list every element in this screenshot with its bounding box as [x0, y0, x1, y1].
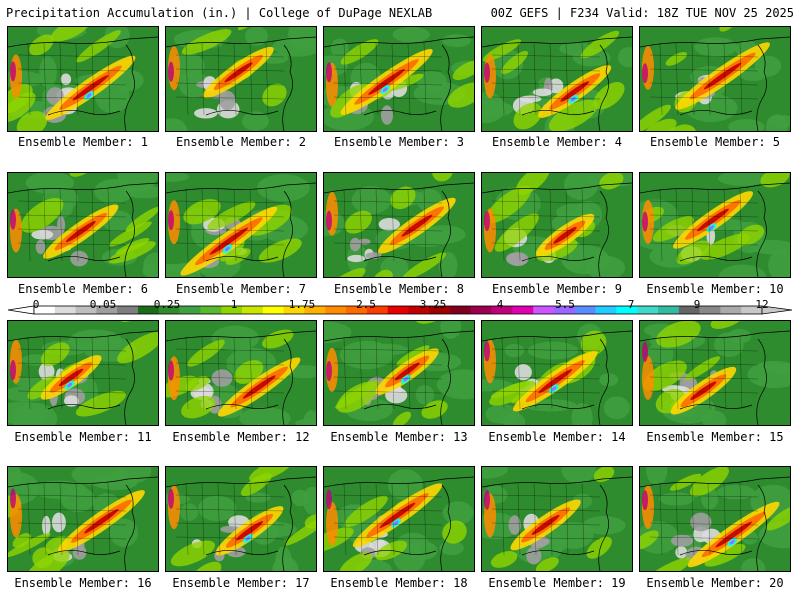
ensemble-member-caption: Ensemble Member: 2 [175, 135, 307, 149]
colorbar-swatch [699, 306, 721, 314]
colorbar-swatch [720, 306, 742, 314]
colorbar-tick-label: 1 [230, 298, 238, 311]
colorbar-swatch [678, 306, 700, 314]
ensemble-member-map [7, 320, 159, 426]
colorbar-swatch [741, 306, 763, 314]
ensemble-member-map [165, 172, 317, 278]
colorbar-tick-label: 0 [32, 298, 40, 311]
ensemble-member-caption: Ensemble Member: 1 [17, 135, 149, 149]
ensemble-member-map [323, 172, 475, 278]
colorbar-swatch [262, 306, 284, 314]
colorbar-tick-label: 7 [627, 298, 635, 311]
ensemble-member-caption: Ensemble Member: 8 [333, 282, 465, 296]
ensemble-member-caption: Ensemble Member: 9 [491, 282, 623, 296]
ensemble-member-caption: Ensemble Member: 17 [172, 576, 310, 590]
ensemble-member-map [165, 320, 317, 426]
colorbar-tick-label: 0.05 [89, 298, 117, 311]
colorbar-swatch [179, 306, 201, 314]
colorbar-swatch [408, 306, 430, 314]
colorbar-max-arrow [761, 305, 793, 315]
ensemble-member-map [639, 26, 791, 132]
colorbar-swatch [304, 306, 326, 314]
colorbar-swatch [75, 306, 97, 314]
ensemble-member-map [481, 172, 633, 278]
colorbar-swatch [512, 306, 534, 314]
colorbar-swatch [470, 306, 492, 314]
ensemble-member-caption: Ensemble Member: 6 [17, 282, 149, 296]
ensemble-member-caption: Ensemble Member: 12 [172, 430, 310, 444]
colorbar-tick-label: 9 [693, 298, 701, 311]
colorbar-swatch [387, 306, 409, 314]
ensemble-member-caption: Ensemble Member: 14 [488, 430, 626, 444]
ensemble-member-map [481, 466, 633, 572]
colorbar-swatch [158, 306, 180, 314]
colorbar-swatch [533, 306, 555, 314]
ensemble-member-map [639, 466, 791, 572]
colorbar-swatch [450, 306, 472, 314]
colorbar-swatch [554, 306, 576, 314]
colorbar-swatch [637, 306, 659, 314]
colorbar-swatch [34, 306, 56, 314]
colorbar-swatch [658, 306, 680, 314]
ensemble-member-caption: Ensemble Member: 20 [646, 576, 784, 590]
ensemble-member-map [165, 466, 317, 572]
colorbar-tick-label: 1.75 [288, 298, 316, 311]
ensemble-member-caption: Ensemble Member: 5 [649, 135, 781, 149]
ensemble-member-caption: Ensemble Member: 7 [175, 282, 307, 296]
colorbar-swatch [595, 306, 617, 314]
colorbar-swatch [491, 306, 513, 314]
colorbar-swatch [429, 306, 451, 314]
ensemble-member-map [7, 466, 159, 572]
ensemble-member-map [481, 26, 633, 132]
ensemble-member-map [7, 172, 159, 278]
colorbar-tick-label: 12 [755, 298, 769, 311]
model-run-label: 00Z GEFS | F234 Valid: 18Z TUE NOV 25 20… [490, 6, 794, 20]
colorbar-swatch [616, 306, 638, 314]
colorbar-swatch [221, 306, 243, 314]
colorbar-swatch [242, 306, 264, 314]
map-title: Precipitation Accumulation (in.) | Colle… [6, 6, 433, 20]
colorbar-tick-label: 5.5 [555, 298, 575, 311]
colorbar-swatch [117, 306, 139, 314]
colorbar-tick-label: 4 [496, 298, 504, 311]
colorbar-swatch [325, 306, 347, 314]
ensemble-member-caption: Ensemble Member: 18 [330, 576, 468, 590]
colorbar-tick-label: 0.25 [153, 298, 181, 311]
ensemble-member-caption: Ensemble Member: 10 [646, 282, 784, 296]
ensemble-member-map [639, 172, 791, 278]
ensemble-member-caption: Ensemble Member: 13 [330, 430, 468, 444]
colorbar-min-arrow [7, 305, 35, 315]
ensemble-member-map [165, 26, 317, 132]
ensemble-member-map [481, 320, 633, 426]
ensemble-member-caption: Ensemble Member: 4 [491, 135, 623, 149]
colorbar-swatch [138, 306, 160, 314]
ensemble-member-map [639, 320, 791, 426]
colorbar-swatch [283, 306, 305, 314]
colorbar-tick-label: 3.25 [419, 298, 447, 311]
ensemble-member-caption: Ensemble Member: 16 [14, 576, 152, 590]
ensemble-member-caption: Ensemble Member: 15 [646, 430, 784, 444]
ensemble-member-map [323, 320, 475, 426]
ensemble-member-caption: Ensemble Member: 19 [488, 576, 626, 590]
ensemble-member-caption: Ensemble Member: 3 [333, 135, 465, 149]
ensemble-member-map [7, 26, 159, 132]
precip-colorbar [7, 305, 793, 315]
colorbar-swatch [96, 306, 118, 314]
colorbar-swatch [346, 306, 368, 314]
colorbar-tick-label: 2.5 [356, 298, 376, 311]
ensemble-member-caption: Ensemble Member: 11 [14, 430, 152, 444]
colorbar-swatch [54, 306, 76, 314]
colorbar-swatch [200, 306, 222, 314]
colorbar-swatch [574, 306, 596, 314]
ensemble-member-map [323, 26, 475, 132]
ensemble-member-map [323, 466, 475, 572]
colorbar-swatch [366, 306, 388, 314]
